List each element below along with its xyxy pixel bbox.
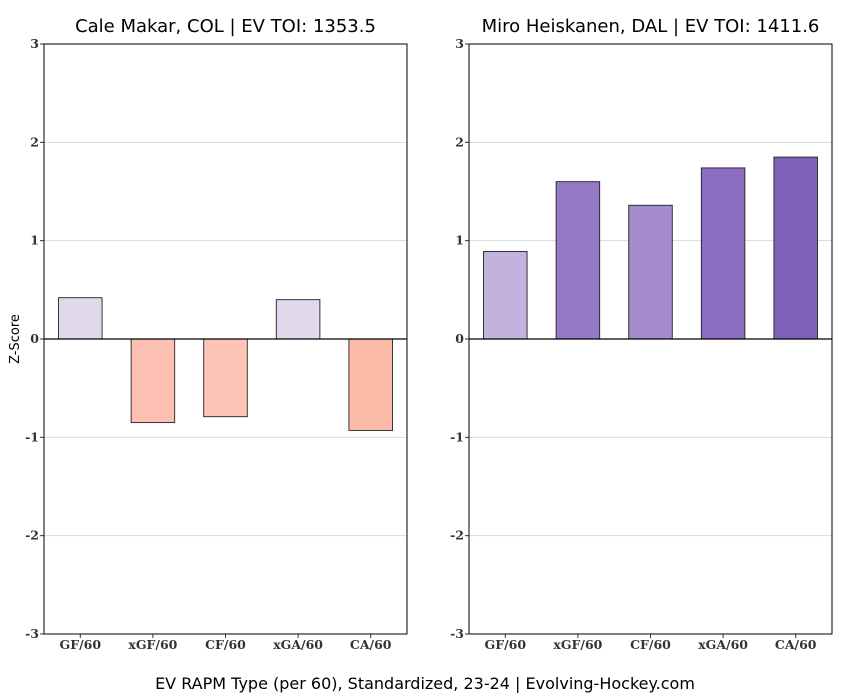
figure-caption: EV RAPM Type (per 60), Standardized, 23-… [155,674,695,693]
x-tick-label: CA/60 [775,637,817,652]
x-tick-label: GF/60 [60,637,102,652]
x-tick-label: CF/60 [205,637,246,652]
bar-xgf-per-60 [555,181,601,340]
x-tick-label: GF/60 [485,637,527,652]
y-tick-label: 0 [30,331,39,346]
panel-right: Miro Heiskanen, DAL | EV TOI: 1411.6 -3 -2… [450,16,833,652]
y-tick-label: -1 [25,429,39,444]
y-tick-label: 2 [30,134,39,149]
y-tick-label: -2 [25,528,39,543]
panel-title: Cale Makar, COL | EV TOI: 1353.5 [75,16,376,37]
plot-frame [43,43,408,635]
y-tick-label: -2 [450,528,464,543]
x-tick-label: CA/60 [350,637,392,652]
bar-xgf-per-60 [130,338,176,424]
bar-xga-per-60 [275,299,321,340]
bar-cf-per-60 [628,204,673,340]
bar-gf-per-60 [483,251,528,340]
bar-ca-per-60 [773,156,818,340]
y-axis-label: Z-Score [8,314,23,364]
y-tick-label: 1 [455,233,464,248]
panel-left: Cale Makar, COL | EV TOI: 1353.5 -3 -2 -1 0 1… [8,16,408,652]
x-tick-label: xGF/60 [553,637,602,652]
panel-title: Miro Heiskanen, DAL | EV TOI: 1411.6 [482,16,820,37]
bar-cf-per-60 [203,338,248,418]
bar-gf-per-60 [58,297,103,340]
plot-frame [468,43,833,635]
x-tick-label: xGA/60 [698,637,748,652]
y-tick-label: 3 [455,36,464,51]
y-tick-label: 0 [455,331,464,346]
bar-ca-per-60 [348,338,393,431]
y-tick-label: 3 [30,36,39,51]
y-tick-label: -1 [450,429,464,444]
x-tick-label: xGF/60 [128,637,177,652]
y-tick-label: 1 [30,233,39,248]
bar-xga-per-60 [700,167,746,340]
y-tick-label: -3 [450,626,464,641]
x-tick-label: xGA/60 [273,637,323,652]
x-tick-label: CF/60 [630,637,671,652]
y-tick-label: -3 [25,626,39,641]
y-tick-label: 2 [455,134,464,149]
